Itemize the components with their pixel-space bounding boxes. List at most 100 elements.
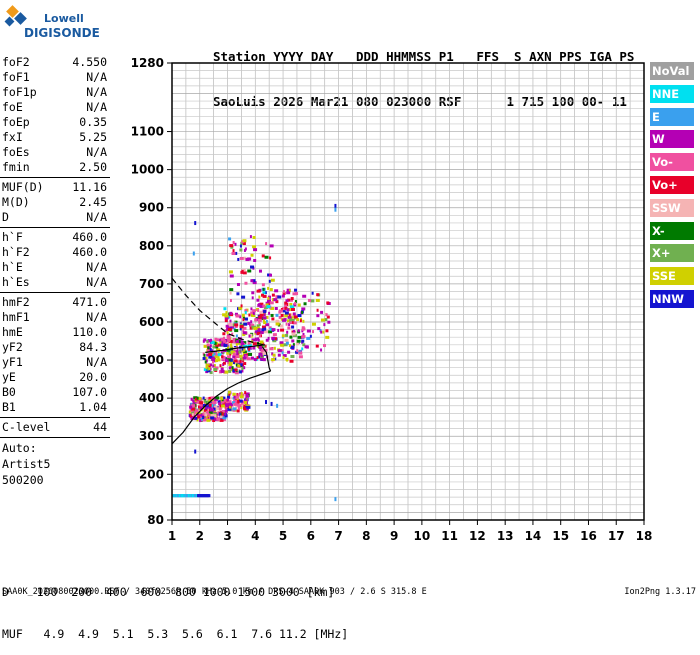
param-label: B1 <box>2 400 16 414</box>
param-label: foF2 <box>2 55 30 69</box>
echo-point <box>263 313 266 317</box>
echo-point <box>203 338 207 342</box>
echo-point <box>301 347 304 351</box>
echo-point <box>215 396 220 400</box>
echo-point <box>229 369 232 373</box>
echo-point <box>263 327 267 331</box>
echo-point <box>334 207 337 212</box>
echo-point <box>207 365 211 369</box>
echo-point <box>223 307 227 311</box>
polarization-legend: NoVal NNE E W Vo- Vo+ SSW X- X+ SSE NNW <box>650 62 694 313</box>
echo-point <box>206 343 210 347</box>
echo-point <box>222 338 225 342</box>
x-tick-label: 13 <box>497 529 514 543</box>
echo-point <box>271 336 276 340</box>
echo-point <box>244 281 248 285</box>
echo-point <box>210 338 213 342</box>
echo-point <box>283 318 287 322</box>
echo-point <box>195 397 199 401</box>
echo-point <box>194 409 199 413</box>
echo-point <box>286 319 290 323</box>
echo-point <box>268 311 271 315</box>
echo-point <box>272 333 277 337</box>
echo-point <box>199 419 202 423</box>
echo-point <box>242 356 247 360</box>
echo-point <box>210 396 215 400</box>
echo-point <box>269 301 274 305</box>
echo-point <box>253 358 257 362</box>
echo-point <box>290 355 295 359</box>
x-tick-label: 8 <box>362 529 370 543</box>
echo-point <box>235 340 239 344</box>
echo-point <box>230 350 235 354</box>
echo-point <box>232 407 237 411</box>
x-tick-label: 4 <box>251 529 259 543</box>
echo-point <box>228 339 233 343</box>
echo-point <box>253 248 258 252</box>
echo-point <box>229 311 233 315</box>
echo-point <box>213 352 216 356</box>
echo-point <box>208 413 211 417</box>
echo-point <box>301 335 306 339</box>
echo-point <box>243 256 247 260</box>
echo-point <box>238 354 243 358</box>
echo-point <box>296 339 301 343</box>
echo-point <box>262 291 266 295</box>
echo-point <box>205 359 208 363</box>
x-tick-label: 18 <box>636 529 653 543</box>
echo-point <box>237 257 240 261</box>
echo-point <box>280 328 285 332</box>
echo-point <box>237 364 241 368</box>
param-value: 2.50 <box>79 160 107 174</box>
echo-point <box>297 329 300 333</box>
echo-point <box>317 327 321 331</box>
lowell-digisonde-logo: Lowell DIGISONDE <box>4 5 100 40</box>
echo-point <box>284 306 288 310</box>
param-label: hmF2 <box>2 295 30 309</box>
echo-point <box>221 404 226 408</box>
echo-point <box>238 399 243 403</box>
param-row: h`Es N/A <box>0 275 110 290</box>
echo-point <box>224 414 228 418</box>
echo-point <box>212 407 216 411</box>
echo-point <box>262 358 266 362</box>
echo-point <box>213 397 218 401</box>
echo-point <box>215 407 219 411</box>
param-separator <box>0 227 110 228</box>
echo-point <box>219 415 223 419</box>
echo-point <box>222 313 227 317</box>
echo-point <box>228 369 231 373</box>
echo-point <box>220 343 224 347</box>
echo-point <box>284 304 288 308</box>
echo-point <box>235 251 238 255</box>
echo-point <box>190 416 194 420</box>
echo-point <box>288 313 291 317</box>
echo-point <box>232 361 235 365</box>
echo-point <box>235 348 239 352</box>
echo-point <box>319 329 322 333</box>
echo-point <box>285 341 289 345</box>
legend-item-nne: NNE <box>650 84 694 103</box>
echo-point <box>242 239 247 243</box>
param-value: 5.25 <box>79 130 107 144</box>
echo-point <box>297 314 302 318</box>
echo-point <box>244 247 247 251</box>
echo-point <box>289 305 294 309</box>
echo-point <box>228 323 233 327</box>
echo-point <box>285 299 289 303</box>
echo-point <box>224 316 229 320</box>
echo-point <box>302 319 305 323</box>
echo-point <box>222 350 225 354</box>
echo-point <box>232 368 236 372</box>
param-label: yF1 <box>2 355 23 369</box>
echo-point <box>282 307 287 311</box>
ionogram-header: Station YYYY DAY DDD HHMMSS P1 FFS S AXN… <box>213 19 634 124</box>
profile-trace <box>205 344 266 353</box>
x-tick-label: 11 <box>441 529 458 543</box>
echo-point <box>192 400 197 404</box>
echo-point <box>291 325 295 329</box>
echo-point <box>195 410 198 414</box>
echo-point <box>197 415 201 419</box>
echo-point <box>200 413 204 417</box>
echo-point <box>257 328 261 332</box>
